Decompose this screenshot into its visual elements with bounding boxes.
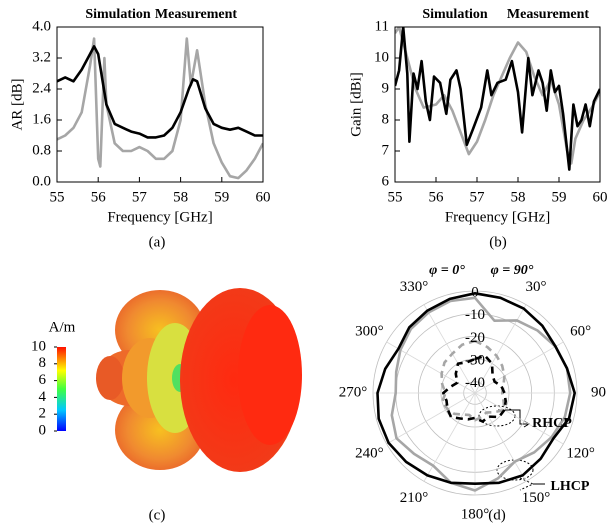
polar-angle-label: 210° xyxy=(400,490,429,506)
legend-entry: Simulation xyxy=(85,7,151,22)
polar-angle-label: 90 xyxy=(591,384,606,400)
x-tick-label: 56 xyxy=(91,189,107,205)
x-tick-label: 58 xyxy=(173,189,188,205)
panel-caption: (a) xyxy=(149,234,166,250)
polar-angle-label: 30° xyxy=(526,279,547,295)
polar-radial-label: -10 xyxy=(465,307,485,323)
colorbar-tick-label: 8 xyxy=(39,355,47,371)
x-axis-label: Frequency [GHz] xyxy=(445,209,550,225)
current-distribution xyxy=(96,288,302,472)
x-tick-label: 56 xyxy=(429,189,445,205)
x-tick-label: 60 xyxy=(256,189,271,205)
polar-angle-label: 60° xyxy=(570,323,591,339)
polar-angle-label: 330° xyxy=(400,279,429,295)
polar-angle-label: 300° xyxy=(355,323,384,339)
y-tick-label: 6 xyxy=(382,173,390,189)
y-tick-label: 0.0 xyxy=(32,173,51,189)
colorbar-tick-label: 10 xyxy=(31,338,46,354)
x-tick-label: 57 xyxy=(470,189,486,205)
x-tick-label: 58 xyxy=(511,189,526,205)
colorbar-tick-label: 4 xyxy=(39,389,47,405)
polar-angle-label: 120° xyxy=(566,445,595,461)
y-tick-label: 8 xyxy=(382,111,390,127)
x-tick-label: 55 xyxy=(388,189,403,205)
y-tick-label: 9 xyxy=(382,80,390,96)
polar-radial-label: -40 xyxy=(465,375,485,391)
colorbar-unit: A/m xyxy=(49,319,76,335)
series-line xyxy=(57,46,263,137)
polar-angle-label: 240° xyxy=(355,445,384,461)
x-tick-label: 60 xyxy=(593,189,608,205)
x-tick-label: 59 xyxy=(214,189,229,205)
y-tick-label: 4.0 xyxy=(32,18,51,34)
y-tick-label: 7 xyxy=(382,142,390,158)
legend-entry: Measurement xyxy=(155,7,237,22)
y-axis-label: Gain [dBi] xyxy=(348,72,364,137)
polar-angle-label: 270° xyxy=(339,384,368,400)
x-tick-label: 57 xyxy=(132,189,148,205)
x-axis-label: Frequency [GHz] xyxy=(107,209,212,225)
panel-caption: (b) xyxy=(489,234,507,250)
polar-radial-label: 0 xyxy=(471,284,479,300)
y-tick-label: 3.2 xyxy=(32,49,51,65)
figure: 0.00.81.62.43.24.0555657585960Simulation… xyxy=(0,0,609,529)
y-tick-label: 2.4 xyxy=(32,80,51,96)
x-tick-label: 59 xyxy=(552,189,567,205)
series-line xyxy=(395,27,600,170)
polar-angle-label: 150° xyxy=(522,490,551,506)
y-tick-label: 0.8 xyxy=(32,142,51,158)
polar-radial-label: -30 xyxy=(465,352,485,368)
colorbar xyxy=(57,347,66,431)
annotation: RHCP xyxy=(532,416,572,431)
y-tick-label: 11 xyxy=(375,18,389,34)
y-tick-label: 1.6 xyxy=(32,111,51,127)
colorbar-tick-label: 0 xyxy=(39,422,47,438)
colorbar-tick-label: 6 xyxy=(39,372,47,388)
annotation: LHCP xyxy=(551,479,590,494)
legend-entry: φ = 0° xyxy=(429,263,465,278)
polar-angle-label: 180° xyxy=(461,506,490,522)
panel-caption: (c) xyxy=(149,507,166,523)
y-tick-label: 10 xyxy=(374,49,389,65)
x-tick-label: 55 xyxy=(50,189,65,205)
colorbar-tick-label: 2 xyxy=(39,406,47,422)
polar-radial-label: -20 xyxy=(465,330,485,346)
panel-caption: (d) xyxy=(488,507,506,523)
legend-entry: φ = 90° xyxy=(491,263,534,278)
legend-entry: Measurement xyxy=(507,7,589,22)
y-axis-label: AR [dB] xyxy=(9,78,25,130)
legend-entry: Simulation xyxy=(422,7,488,22)
